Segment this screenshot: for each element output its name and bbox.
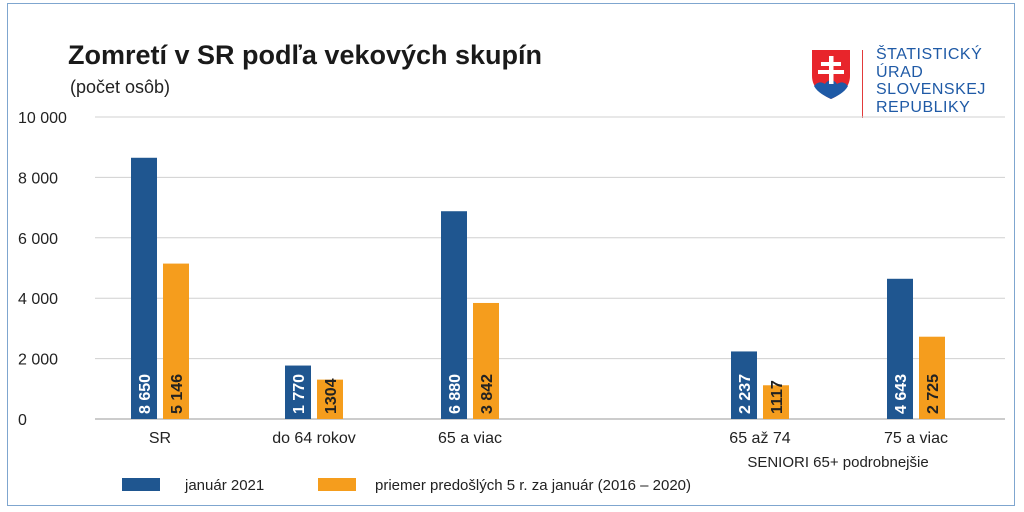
logo-line: REPUBLIKY (876, 98, 971, 116)
chart-title: Zomretí v SR podľa vekových skupín (68, 40, 543, 70)
logo-line: ÚRAD (876, 63, 924, 81)
logo-line: ŠTATISTICKÝ (876, 46, 983, 63)
logo-divider (862, 50, 863, 118)
logo-text: ŠTATISTICKÝ ÚRAD SLOVENSKEJ REPUBLIKY (876, 46, 986, 116)
chart-subtitle: (počet osôb) (70, 77, 171, 97)
logo-line: SLOVENSKEJ (876, 81, 986, 98)
chart-frame (7, 3, 1015, 506)
slovak-coat-of-arms-icon (812, 50, 850, 99)
